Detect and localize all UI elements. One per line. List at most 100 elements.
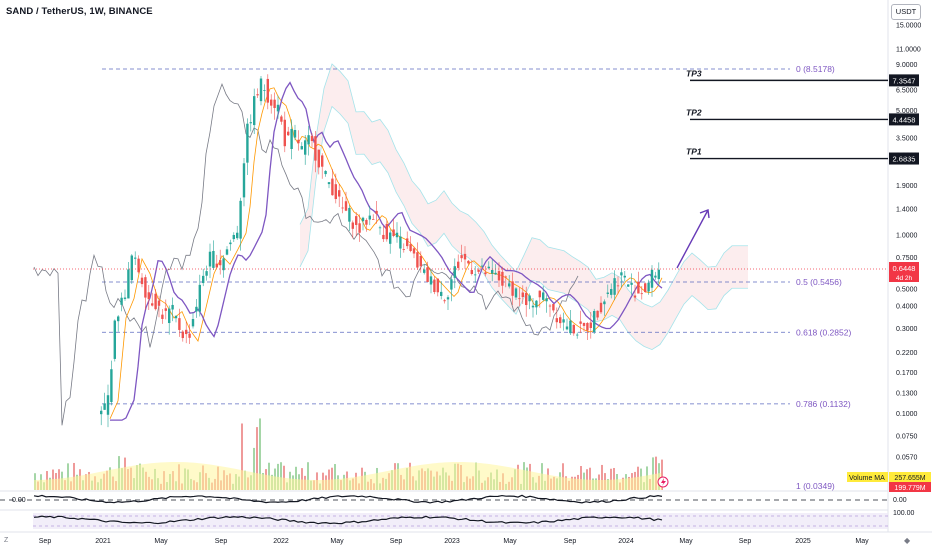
- candle-body: [151, 303, 154, 306]
- candle-body: [443, 300, 446, 302]
- candle-body: [596, 310, 599, 318]
- candle-body: [100, 410, 103, 415]
- time-tick-label: Sep: [739, 538, 752, 545]
- candle-body: [185, 329, 188, 335]
- candle-body: [419, 255, 422, 267]
- time-tick-label: May: [679, 538, 693, 545]
- fib-level-label: 0.618 (0.2852): [796, 327, 851, 337]
- time-tick-label: 2022: [273, 538, 289, 545]
- price-tick-label: 0.7500: [896, 255, 918, 262]
- price-tick-label: 11.0000: [896, 47, 921, 54]
- candle-body: [433, 279, 436, 293]
- candle-body: [637, 281, 640, 294]
- senkou-span-b: [299, 105, 748, 351]
- candle-body: [290, 128, 293, 150]
- candle-body: [341, 207, 344, 209]
- price-axis[interactable]: 15.0000 11.0000 9.0000 6.5000 5.0000 3.5000 2.…: [896, 23, 921, 462]
- candle-body: [610, 289, 613, 295]
- candle-body: [117, 316, 120, 322]
- candle-body: [535, 300, 538, 308]
- target-lines[interactable]: TP3 7.3547 TP2 4.4458 TP1 2.6835: [686, 68, 919, 165]
- target-value-label: 2.6835: [893, 155, 916, 164]
- candle-body: [208, 251, 212, 267]
- price-tick-label: 6.5000: [896, 87, 918, 94]
- fib-level-label: 1 (0.0349): [796, 481, 835, 491]
- fibonacci-retracement[interactable]: 0 (8.5178) 0.5 (0.5456) 0.618 (0.2852) 0.78…: [102, 64, 851, 491]
- osc1-zero-label: 0.00: [12, 497, 26, 504]
- candle-body: [385, 223, 388, 240]
- time-axis[interactable]: Sep 2021 May Sep 2022 May Sep 2023 May Sep 2024 May…: [39, 538, 869, 545]
- candle-body: [239, 200, 242, 239]
- candle-body: [640, 293, 643, 295]
- svg-text:257.655M: 257.655M: [894, 475, 925, 482]
- candle-body: [593, 311, 596, 332]
- tradingview-logo-icon[interactable]: ◆: [904, 536, 911, 545]
- candle-body: [436, 278, 439, 293]
- time-tick-label: 2021: [95, 538, 111, 545]
- candle-body: [154, 293, 157, 310]
- lightning-icon[interactable]: [657, 476, 669, 488]
- candle-body: [304, 140, 307, 155]
- volume-bar: [661, 459, 663, 490]
- candle-body: [215, 263, 218, 268]
- volume-ma-label: Volume MA 257.655M: [847, 472, 931, 482]
- candle-body: [256, 94, 259, 96]
- candle-body: [633, 295, 637, 298]
- candle-body: [137, 258, 140, 273]
- ichimoku-kumo: [300, 63, 748, 350]
- candle-body: [463, 253, 467, 260]
- senkou-span-a: [299, 63, 748, 308]
- candle-body: [460, 255, 463, 259]
- price-tick-label: 0.2200: [896, 350, 918, 357]
- candle-body: [616, 285, 620, 287]
- price-tick-label: 0.1000: [896, 411, 918, 418]
- candle-body: [378, 227, 382, 229]
- candle-body: [518, 298, 521, 300]
- price-tick-label: 0.4000: [896, 304, 918, 311]
- candle-body: [399, 236, 402, 249]
- currency-button[interactable]: USDT: [891, 4, 921, 20]
- osc1-axis-label: 0.00: [893, 497, 907, 504]
- candle-body: [569, 320, 572, 334]
- candle-body: [324, 170, 327, 175]
- candle-body: [630, 282, 633, 285]
- timezone-label[interactable]: Z: [4, 537, 9, 544]
- candle-body: [613, 278, 616, 295]
- current-price-label: 0.6448 4d 2h: [889, 262, 919, 282]
- candle-body: [440, 291, 443, 296]
- candle-body: [525, 292, 528, 306]
- svg-text:Volume MA: Volume MA: [849, 475, 885, 482]
- candle-body: [355, 216, 358, 225]
- candle-body: [599, 302, 603, 313]
- candle-body: [195, 306, 198, 312]
- candle-body: [508, 283, 511, 287]
- chart-title: SAND / TetherUS, 1W, BINANCE: [6, 6, 153, 17]
- volume-bar: [601, 464, 603, 490]
- candle-body: [470, 270, 473, 274]
- candle-body: [453, 266, 456, 278]
- volume-bar: [280, 462, 282, 490]
- target-value-badge: [889, 74, 919, 87]
- lagging-span-line: [33, 83, 579, 426]
- price-tick-label: 1.0000: [896, 233, 918, 240]
- price-tick-label: 0.0750: [896, 433, 918, 440]
- candle-body: [497, 271, 501, 281]
- candle-body: [542, 292, 545, 300]
- candle-body: [565, 326, 569, 330]
- candle-body: [348, 207, 351, 222]
- candle-body: [283, 119, 286, 147]
- time-tick-label: Sep: [215, 538, 228, 545]
- candle-body: [528, 295, 531, 302]
- projection-arrow[interactable]: [676, 209, 710, 269]
- time-tick-label: Sep: [564, 538, 577, 545]
- candle-body: [202, 275, 205, 284]
- candle-body: [144, 277, 147, 298]
- volume-bar: [586, 469, 588, 490]
- volume-bar: [301, 468, 303, 490]
- candle-body: [494, 272, 497, 275]
- time-tick-label: 2023: [444, 538, 460, 545]
- candle-body: [491, 269, 494, 274]
- target-name: TP2: [686, 107, 702, 117]
- candle-body: [555, 318, 558, 323]
- candle-body: [375, 210, 378, 214]
